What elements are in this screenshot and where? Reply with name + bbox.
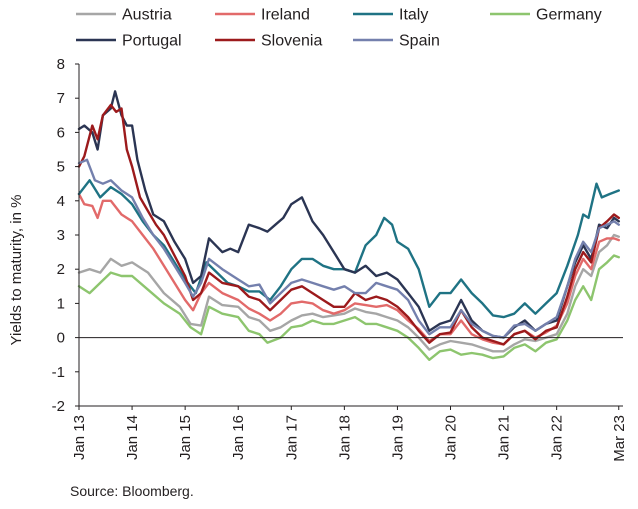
x-tick-label: Mar 23 [611, 415, 628, 462]
x-tick-label: Jan 21 [496, 415, 513, 460]
legend-label-slovenia: Slovenia [261, 33, 322, 50]
chart-axes: -2 -1 0 1 2 3 4 5 6 7 8 Jan 13 Jan 14 Jan 15 Jan 16 Jan… [52, 56, 628, 462]
x-tick-label: Jan 22 [549, 415, 566, 460]
x-tick-label: Jan 13 [71, 415, 88, 460]
y-tick-label: 7 [57, 90, 65, 107]
chart-legend: Austria Ireland Italy Germany Portugal Sloven… [76, 7, 602, 50]
x-tick-label: Jan 14 [124, 415, 141, 460]
x-tick-label: Jan 17 [283, 415, 300, 460]
legend-label-germany: Germany [536, 7, 602, 24]
series-line-spain [77, 158, 620, 339]
series-line-germany [77, 254, 620, 361]
series-line-italy [77, 179, 620, 319]
y-tick-label: 3 [57, 227, 65, 244]
x-tick-label: Jan 19 [389, 415, 406, 460]
legend-label-austria: Austria [122, 7, 172, 24]
series-line-slovenia [77, 103, 620, 346]
legend-label-italy: Italy [399, 7, 428, 24]
source-note: Source: Bloomberg. [70, 483, 194, 499]
x-tick-label: Jan 15 [177, 415, 194, 460]
series-line-ireland [77, 192, 620, 346]
y-tick-label: -2 [52, 398, 65, 415]
y-tick-label: 1 [57, 295, 65, 312]
y-tick-label: 0 [57, 330, 65, 347]
y-tick-label: -1 [52, 364, 65, 381]
y-tick-label: 4 [57, 193, 65, 210]
y-tick-label: 5 [57, 159, 65, 176]
y-tick-label: 2 [57, 261, 65, 278]
legend-label-spain: Spain [399, 33, 440, 50]
x-tick-label: Jan 16 [230, 415, 247, 460]
y-axis-title: Yields to maturity, in % [8, 195, 25, 346]
y-tick-label: 8 [57, 56, 65, 73]
y-tick-label: 6 [57, 124, 65, 141]
x-tick-label: Jan 20 [443, 415, 460, 460]
legend-label-ireland: Ireland [261, 7, 310, 24]
series-line-austria [77, 233, 620, 353]
series-layer [77, 90, 620, 361]
x-tick-label: Jan 18 [336, 415, 353, 460]
legend-label-portugal: Portugal [122, 33, 182, 50]
